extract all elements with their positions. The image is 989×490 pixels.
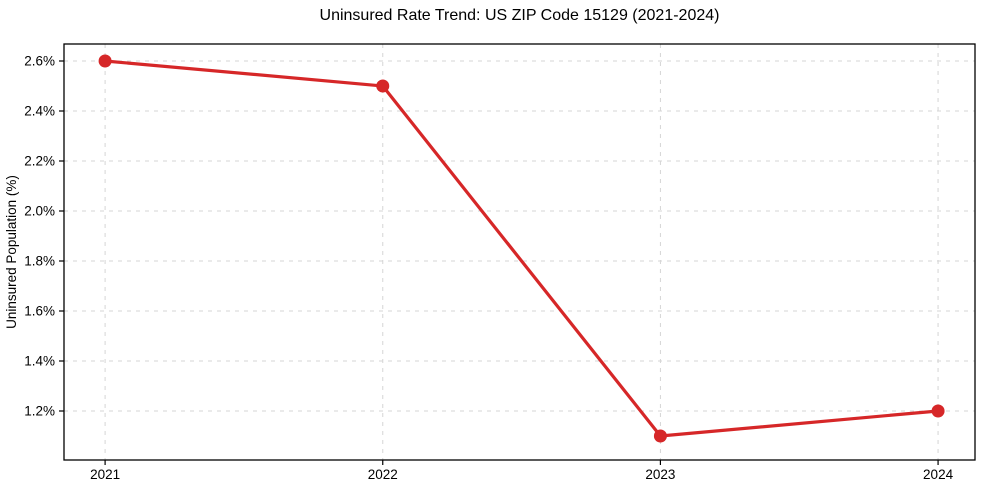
axes-spines xyxy=(63,43,976,461)
plot-area xyxy=(64,44,975,460)
y-tick-label: 1.4% xyxy=(24,354,55,369)
x-tick-label: 2024 xyxy=(923,467,954,482)
y-tick-label: 1.2% xyxy=(24,404,55,419)
trend-line xyxy=(103,59,940,438)
y-tick-label: 2.2% xyxy=(24,154,55,169)
x-tick-label: 2023 xyxy=(645,467,675,482)
data-point-marker xyxy=(98,54,112,68)
data-point-marker xyxy=(376,79,390,93)
data-point-marker xyxy=(653,429,667,443)
y-tick-label: 2.0% xyxy=(24,204,55,219)
y-axis-label: Uninsured Population (%) xyxy=(4,175,19,329)
x-tick-label: 2021 xyxy=(90,467,120,482)
data-point-marker xyxy=(931,404,945,418)
y-tick-label: 1.6% xyxy=(24,304,55,319)
y-tick-label: 2.6% xyxy=(24,54,55,69)
y-tick-label: 2.4% xyxy=(24,104,55,119)
x-tick-label: 2022 xyxy=(368,467,398,482)
y-tick-label: 1.8% xyxy=(24,254,55,269)
chart-title: Uninsured Rate Trend: US ZIP Code 15129 … xyxy=(319,7,720,24)
